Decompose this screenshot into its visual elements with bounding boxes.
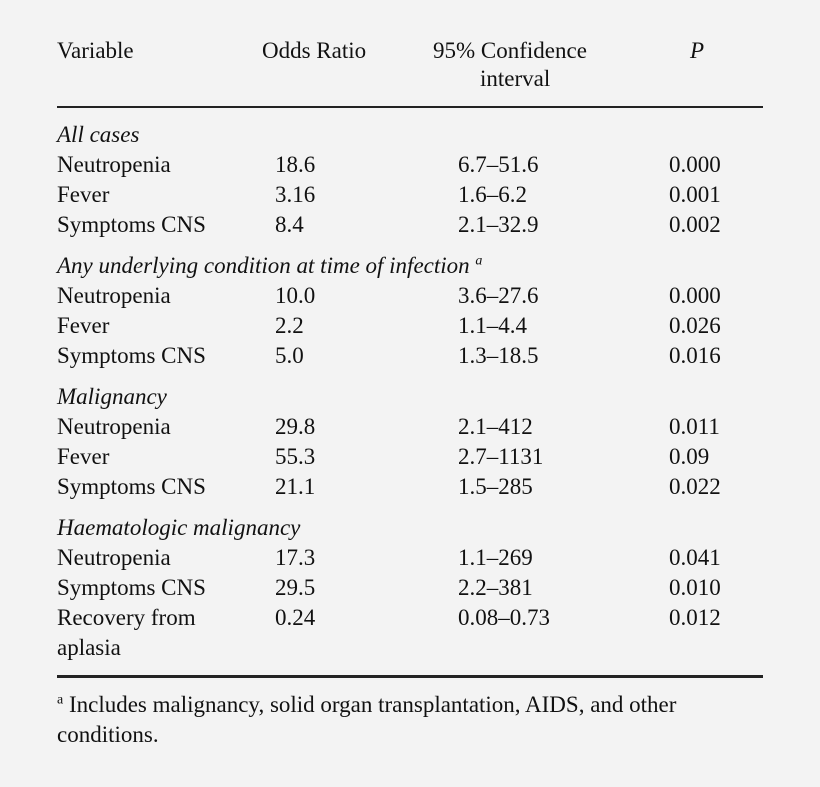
row-or: 10.0 bbox=[275, 283, 316, 308]
row-ci: 1.5–285 bbox=[458, 474, 533, 499]
row-variable: Symptoms CNS bbox=[57, 474, 206, 499]
bottom-rule bbox=[57, 675, 763, 678]
row-p: 0.012 bbox=[669, 605, 721, 630]
row-or: 0.24 bbox=[275, 605, 316, 630]
row-ci: 2.1–32.9 bbox=[458, 212, 539, 237]
row-variable: Fever bbox=[57, 444, 110, 469]
header-p: P bbox=[690, 38, 705, 63]
header-variable: Variable bbox=[57, 38, 134, 63]
row-p: 0.011 bbox=[669, 414, 720, 439]
row-or: 29.5 bbox=[275, 575, 316, 600]
section-title-text: Haematologic malignancy bbox=[57, 515, 301, 540]
header-odds-ratio: Odds Ratio bbox=[262, 38, 367, 63]
row-or: 29.8 bbox=[275, 414, 316, 439]
header-ci-line1: 95% Confidence bbox=[433, 38, 587, 63]
row-p: 0.002 bbox=[669, 212, 721, 237]
row-or: 18.6 bbox=[275, 152, 316, 177]
row-variable: Fever bbox=[57, 313, 110, 338]
footnote-text: Includes malignancy, solid organ transpl… bbox=[57, 692, 677, 747]
row-p: 0.022 bbox=[669, 474, 721, 499]
row-or: 5.0 bbox=[275, 343, 304, 368]
row-variable: Symptoms CNS bbox=[57, 575, 206, 600]
section-title-any-underlying: Any underlying condition at time of infe… bbox=[57, 251, 482, 281]
row-p: 0.000 bbox=[669, 152, 721, 177]
row-p: 0.010 bbox=[669, 575, 721, 600]
footnote: a Includes malignancy, solid organ trans… bbox=[57, 690, 777, 750]
row-p: 0.001 bbox=[669, 182, 721, 207]
row-ci: 2.2–381 bbox=[458, 575, 533, 600]
row-p: 0.041 bbox=[669, 545, 721, 570]
row-ci: 3.6–27.6 bbox=[458, 283, 539, 308]
row-variable: Recovery from bbox=[57, 605, 196, 630]
row-ci: 1.3–18.5 bbox=[458, 343, 539, 368]
section-title-malignancy: Malignancy bbox=[57, 382, 167, 412]
header-rule bbox=[57, 106, 763, 108]
row-ci: 0.08–0.73 bbox=[458, 605, 550, 630]
row-or: 8.4 bbox=[275, 212, 304, 237]
section-title-text: Malignancy bbox=[57, 384, 167, 409]
header-ci-line2: interval bbox=[480, 66, 551, 91]
row-variable: Symptoms CNS bbox=[57, 343, 206, 368]
row-variable: Neutropenia bbox=[57, 545, 171, 570]
section-title-text: All cases bbox=[57, 122, 140, 147]
row-ci: 2.7–1131 bbox=[458, 444, 544, 469]
row-variable-continued: aplasia bbox=[57, 635, 121, 660]
row-variable: Symptoms CNS bbox=[57, 212, 206, 237]
row-p: 0.026 bbox=[669, 313, 721, 338]
row-p: 0.016 bbox=[669, 343, 721, 368]
footnote-marker: a bbox=[475, 253, 483, 269]
row-ci: 2.1–412 bbox=[458, 414, 533, 439]
footnote-marker: a bbox=[57, 692, 64, 708]
section-title-haematologic: Haematologic malignancy bbox=[57, 513, 300, 543]
row-or: 2.2 bbox=[275, 313, 304, 338]
row-or: 3.16 bbox=[275, 182, 316, 207]
row-ci: 6.7–51.6 bbox=[458, 152, 539, 177]
row-variable: Neutropenia bbox=[57, 152, 171, 177]
row-ci: 1.1–269 bbox=[458, 545, 533, 570]
row-or: 21.1 bbox=[275, 474, 316, 499]
row-p: 0.000 bbox=[669, 283, 721, 308]
row-or: 55.3 bbox=[275, 444, 316, 469]
row-or: 17.3 bbox=[275, 545, 316, 570]
row-ci: 1.1–4.4 bbox=[458, 313, 527, 338]
row-ci: 1.6–6.2 bbox=[458, 182, 527, 207]
section-title-text: Any underlying condition at time of infe… bbox=[57, 253, 470, 278]
row-variable: Neutropenia bbox=[57, 283, 171, 308]
row-variable: Fever bbox=[57, 182, 110, 207]
section-title-all-cases: All cases bbox=[57, 120, 139, 150]
row-p: 0.09 bbox=[669, 444, 710, 469]
row-variable: Neutropenia bbox=[57, 414, 171, 439]
